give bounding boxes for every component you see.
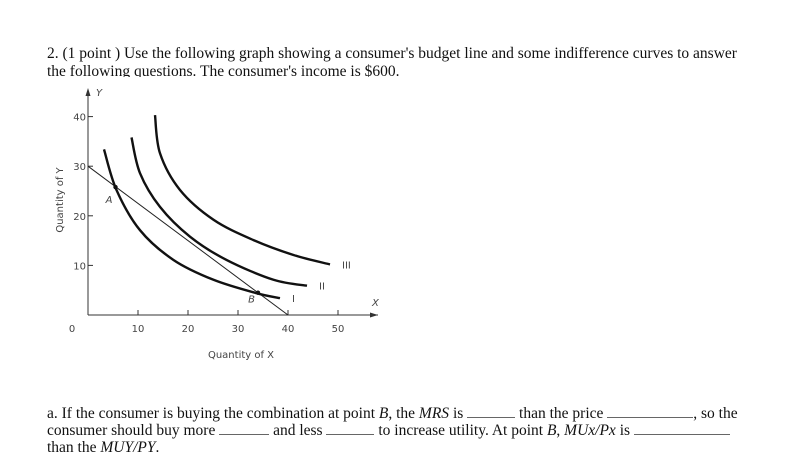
curve-label: I [292, 294, 295, 305]
indifference-curve-I [102, 148, 281, 300]
x-tick-label: 0 [69, 324, 75, 335]
y-axis-letter: Y [96, 88, 103, 99]
x-arrow-icon [370, 312, 378, 318]
x-tick-label: 40 [282, 324, 295, 335]
point-label: B [248, 295, 255, 306]
point-A [113, 184, 118, 190]
y-tick-label: 40 [73, 113, 86, 124]
question-line-2: the following questions. The consumer's … [47, 63, 400, 77]
x-tick-label: 30 [232, 324, 245, 335]
text: to increase utility. At point [374, 422, 547, 439]
text: and less [269, 422, 327, 439]
axes: Y X 0 10 20 30 40 50 10 20 30 40 Quantity of X Quanti… [55, 88, 380, 361]
text: , so the consumer should buy more [47, 405, 738, 439]
question-line-1: 2. (1 point ) Use the following graph sh… [47, 45, 737, 62]
curve-label: II [319, 282, 325, 293]
y-axis-label: Quantity of Y [55, 166, 66, 232]
point-label: A [105, 195, 113, 206]
x-axis-letter: X [371, 298, 380, 309]
text: B [378, 405, 389, 422]
text: MUY/PY [100, 439, 156, 456]
y-arrow-icon [85, 88, 91, 96]
x-tick-label: 10 [132, 324, 145, 335]
text: is [615, 422, 634, 439]
point-B [255, 290, 261, 295]
x-tick-label: 50 [332, 324, 345, 335]
x-axis-label: Quantity of X [208, 350, 274, 361]
text: B [546, 422, 557, 439]
text: than the [47, 439, 101, 456]
indifference-curve-III [153, 114, 331, 266]
budget-indifference-chart: Y X 0 10 20 30 40 50 10 20 30 40 Quantity of X Quanti… [55, 88, 380, 361]
x-tick-label: 20 [182, 324, 195, 335]
indifference-curve-II [130, 137, 308, 287]
blank-1[interactable] [467, 405, 516, 418]
y-tick-label: 30 [73, 162, 86, 173]
part-a-question: a. If the consumer is buying the combina… [47, 405, 787, 456]
text: MUx/Px [564, 422, 616, 439]
curve-label: III [342, 260, 351, 271]
text: than the price [515, 405, 608, 422]
y-tick-label: 10 [73, 261, 86, 272]
text: . [155, 439, 160, 456]
text: is [449, 405, 468, 422]
blank-3[interactable] [219, 422, 270, 435]
blank-2[interactable] [607, 405, 694, 418]
text: , the [388, 405, 419, 422]
y-tick-label: 20 [73, 212, 86, 223]
blank-5[interactable] [633, 422, 730, 435]
text: a. If the consumer is buying the combina… [47, 405, 379, 422]
text: , [556, 422, 565, 439]
budget-line [87, 165, 289, 316]
text: MRS [418, 405, 450, 422]
blank-4[interactable] [326, 422, 375, 435]
